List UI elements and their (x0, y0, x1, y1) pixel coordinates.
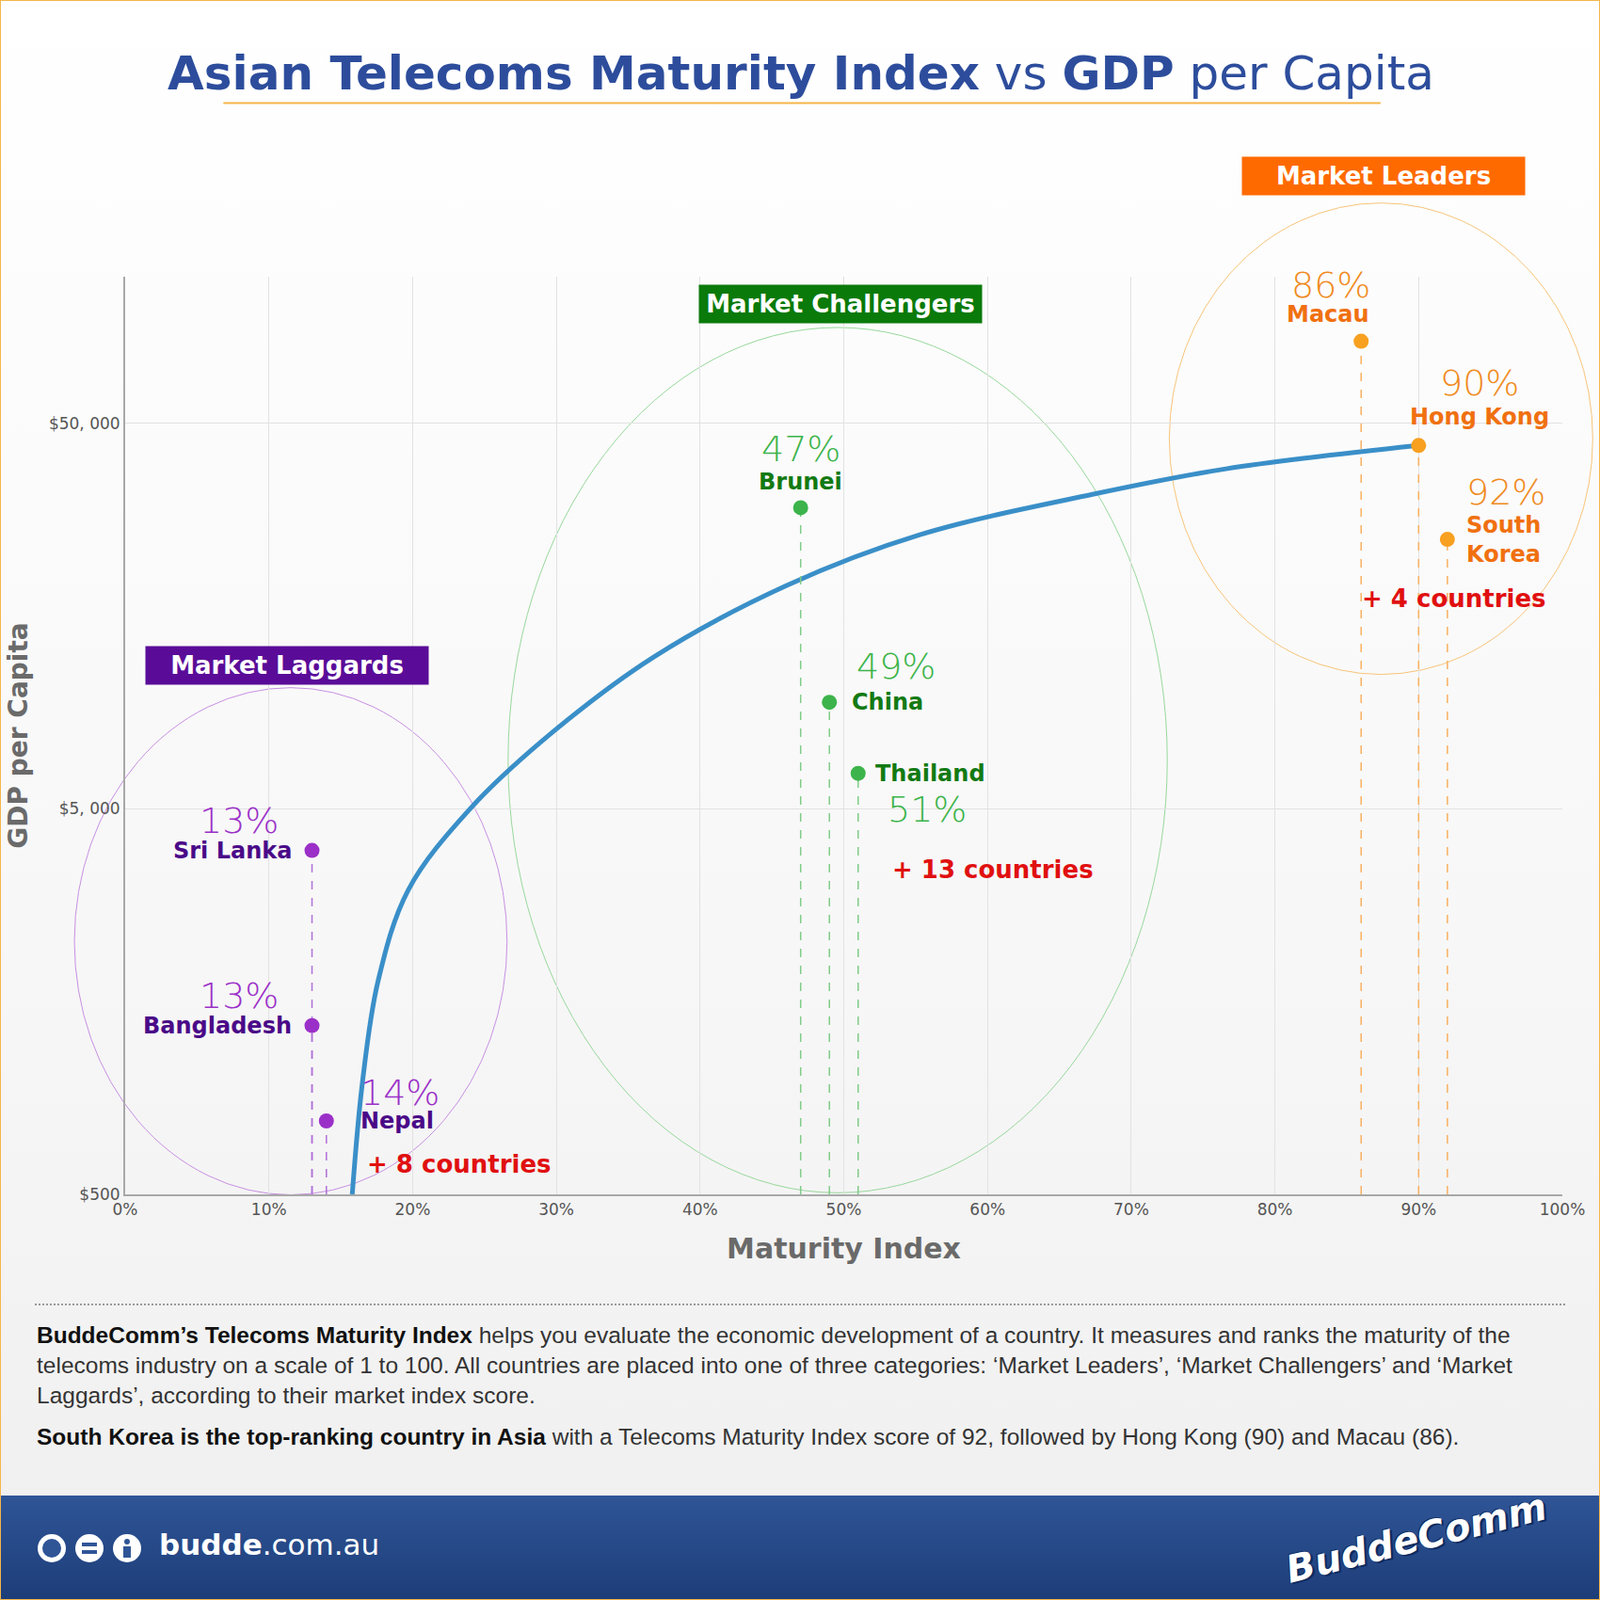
html-text:South Korea is the top-ranking: South Korea is the top-ranking country i… (36, 1424, 1460, 1450)
svg-text:20%: 20% (395, 1200, 432, 1219)
svg-text:China: China (851, 688, 924, 716)
svg-text:47%: 47% (761, 428, 841, 470)
svg-text:$500: $500 (79, 1184, 120, 1204)
svg-text:Market Leaders: Market Leaders (1276, 161, 1491, 191)
svg-text:70%: 70% (1113, 1200, 1150, 1219)
svg-text:+ 4 countries: + 4 countries (1361, 584, 1547, 613)
svg-text:13%: 13% (199, 975, 279, 1017)
svg-text:92%: 92% (1466, 471, 1546, 513)
svg-text:Maturity Index: Maturity Index (726, 1232, 961, 1265)
svg-text:51%: 51% (887, 788, 967, 831)
svg-text:0%: 0% (112, 1200, 139, 1219)
svg-text:40%: 40% (682, 1200, 719, 1219)
svg-text:Market Challengers: Market Challengers (705, 289, 976, 319)
svg-text:30%: 30% (538, 1200, 575, 1219)
svg-text:GDP per Capita: GDP per Capita (2, 622, 34, 848)
svg-text:86%: 86% (1291, 264, 1371, 306)
svg-text:Bangladesh: Bangladesh (143, 1012, 292, 1040)
svg-text:Thailand: Thailand (875, 760, 986, 787)
html-text:BuddeComm’s Telecoms Maturity: BuddeComm’s Telecoms Maturity Index help… (36, 1322, 1513, 1408)
svg-text:+ 13 countries: + 13 countries (892, 855, 1094, 884)
svg-text:Asian Telecoms Maturity Index: Asian Telecoms Maturity Index vs GDP per… (167, 46, 1435, 101)
svg-text:Sri Lanka: Sri Lanka (173, 837, 292, 864)
svg-text:Hong Kong: Hong Kong (1409, 403, 1550, 431)
svg-text:Nepal: Nepal (360, 1107, 434, 1135)
svg-text:90%: 90% (1400, 1200, 1437, 1219)
svg-text:49%: 49% (856, 645, 936, 688)
svg-text:SouthKorea: SouthKorea (1466, 512, 1541, 568)
svg-text:90%: 90% (1440, 362, 1520, 404)
svg-text:80%: 80% (1257, 1200, 1294, 1219)
svg-text:Macau: Macau (1286, 301, 1370, 328)
svg-text:50%: 50% (826, 1200, 863, 1219)
svg-text:Market Laggards: Market Laggards (170, 651, 404, 680)
svg-text:$5, 000: $5, 000 (59, 799, 121, 818)
svg-text:100%: 100% (1539, 1200, 1586, 1219)
svg-text:Brunei: Brunei (758, 468, 843, 496)
svg-text:$50, 000: $50, 000 (48, 414, 121, 433)
html-text:budde.com.au: budde.com.au (159, 1527, 380, 1562)
svg-text:14%: 14% (360, 1072, 440, 1114)
svg-text:13%: 13% (199, 800, 279, 842)
svg-text:60%: 60% (969, 1200, 1006, 1219)
svg-text:+ 8 countries: + 8 countries (367, 1150, 552, 1179)
html-text:BuddeComm: BuddeComm (1281, 1484, 1552, 1592)
svg-text:10%: 10% (251, 1200, 288, 1219)
